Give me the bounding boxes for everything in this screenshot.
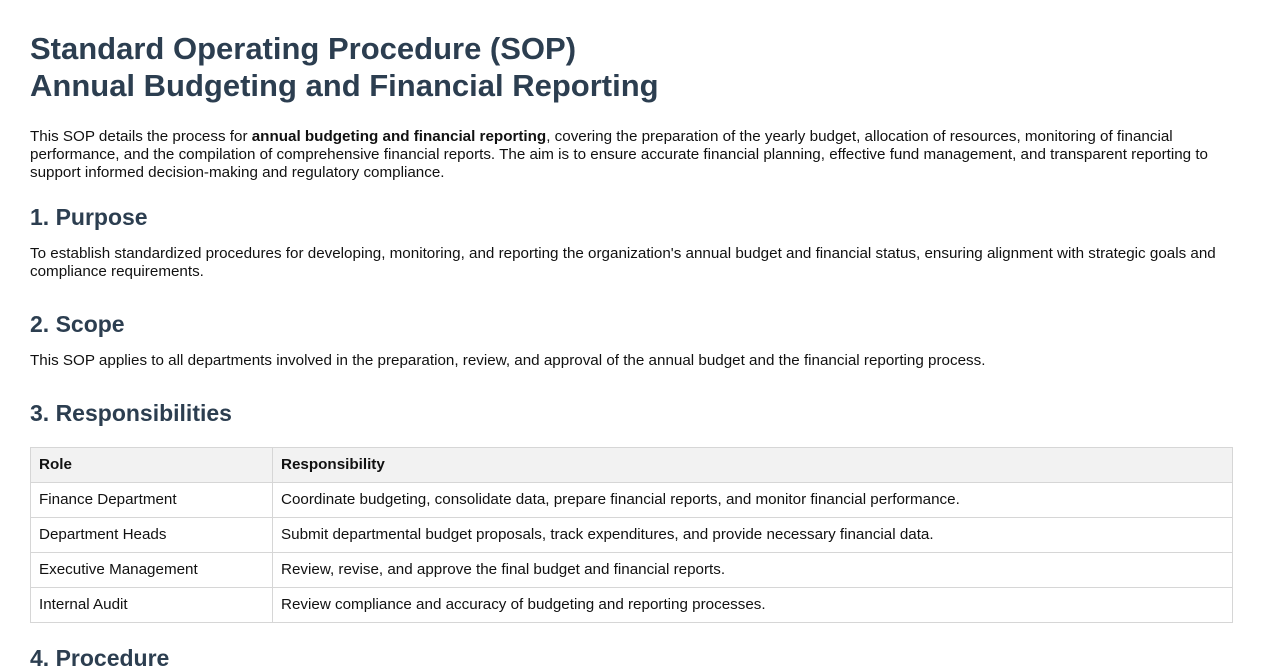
scope-heading: 2. Scope	[30, 311, 125, 337]
intro-bold-text: annual budgeting and financial reporting	[251, 128, 547, 145]
table-row: Finance Department Coordinate budgeting,…	[30, 482, 1233, 518]
purpose-text: To establish standardized procedures for…	[30, 245, 1216, 280]
scope-text: This SOP applies to all departments invo…	[30, 352, 986, 369]
table-row: Internal Audit Review compliance and acc…	[30, 587, 1233, 623]
purpose-heading: 1. Purpose	[30, 204, 148, 230]
responsibility-cell: Submit departmental budget proposals, tr…	[272, 517, 1233, 553]
title-line-1: Standard Operating Procedure (SOP)	[30, 31, 577, 66]
table-row: Department Heads Submit departmental bud…	[30, 517, 1233, 553]
table-header-row: Role Responsibility	[30, 447, 1233, 483]
intro-text-start: This SOP details the process for	[30, 128, 252, 145]
role-cell: Internal Audit	[30, 587, 273, 623]
role-cell: Department Heads	[30, 517, 273, 553]
responsibility-cell: Review compliance and accuracy of budget…	[272, 587, 1233, 623]
responsibilities-table: Role Responsibility Finance Department C…	[30, 447, 1233, 623]
table-row: Executive Management Review, revise, and…	[30, 552, 1233, 588]
responsibility-cell: Review, revise, and approve the final bu…	[272, 552, 1233, 588]
header-role: Role	[30, 447, 273, 483]
intro-paragraph: This SOP details the process for annual …	[30, 128, 1233, 182]
header-responsibility: Responsibility	[272, 447, 1233, 483]
responsibility-cell: Coordinate budgeting, consolidate data, …	[272, 482, 1233, 518]
procedure-heading: 4. Procedure	[30, 645, 170, 671]
intro-text-end: , covering the preparation of the yearly…	[30, 128, 1208, 181]
title-line-2: Annual Budgeting and Financial Reporting	[30, 68, 659, 103]
role-cell: Finance Department	[30, 482, 273, 518]
role-cell: Executive Management	[30, 552, 273, 588]
page-title: Standard Operating Procedure (SOP) Annua…	[30, 30, 1233, 104]
responsibilities-heading: 3. Responsibilities	[30, 400, 232, 426]
